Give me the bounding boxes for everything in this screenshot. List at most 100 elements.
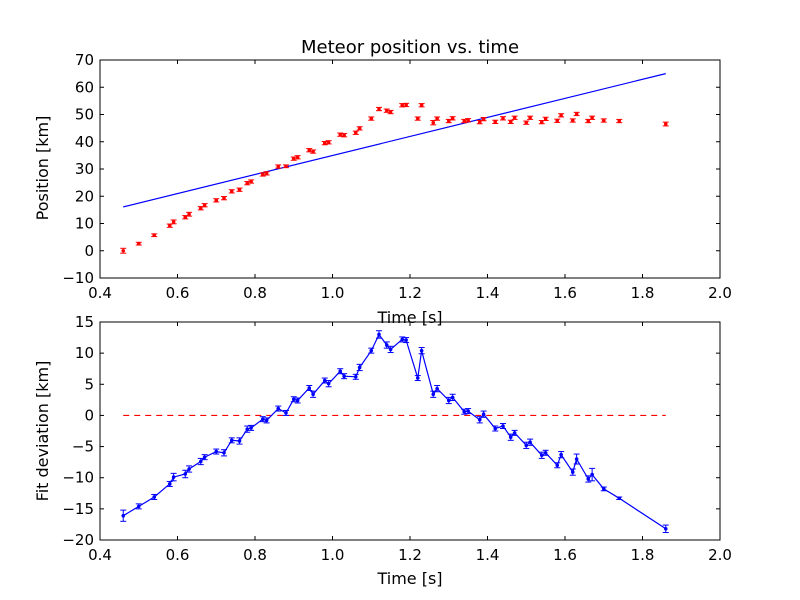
data-point <box>508 120 513 124</box>
data-point <box>326 381 331 386</box>
y-tick-label: 40 <box>75 133 94 151</box>
x-tick-label: 2.0 <box>708 546 732 564</box>
data-point <box>419 348 424 353</box>
data-point <box>543 117 548 121</box>
data-point <box>377 332 381 337</box>
data-point <box>276 164 281 169</box>
data-point <box>121 513 126 518</box>
deviation-series-line <box>122 333 667 530</box>
data-point <box>388 110 393 114</box>
x-tick-label: 0.4 <box>88 546 112 564</box>
data-point <box>222 196 226 200</box>
data-point <box>477 417 482 422</box>
data-point <box>663 526 668 531</box>
y-tick-label: −10 <box>62 269 94 287</box>
x-tick-label: 0.4 <box>88 284 112 302</box>
y-tick-label: −20 <box>62 531 94 549</box>
data-point <box>559 452 563 457</box>
data-point <box>136 504 141 509</box>
x-tick-label: 1.6 <box>553 284 577 302</box>
y-tick-label: −10 <box>62 469 94 487</box>
x-tick-label: 1.4 <box>476 284 500 302</box>
data-point <box>617 119 622 123</box>
data-point <box>384 108 389 113</box>
y-axis-label: Position [km] <box>33 116 52 221</box>
data-point <box>559 113 563 118</box>
data-point <box>311 149 315 154</box>
data-point <box>493 120 498 124</box>
data-point <box>555 463 560 468</box>
x-tick-label: 0.6 <box>166 546 190 564</box>
data-point <box>415 116 420 121</box>
data-point <box>570 118 575 123</box>
data-point <box>512 431 517 435</box>
data-point <box>353 375 358 379</box>
data-point <box>284 411 288 415</box>
data-point <box>245 181 250 185</box>
data-point <box>512 115 517 120</box>
data-point <box>284 164 288 169</box>
data-point <box>167 482 172 486</box>
data-point <box>601 118 606 123</box>
y-tick-label: 0 <box>84 406 94 424</box>
data-point <box>369 116 374 121</box>
data-point <box>295 155 300 160</box>
deviation-plot: Time [s] Fit deviation [km] 0.4 0.6 0.8 1.0… <box>33 313 732 588</box>
data-point <box>198 459 203 464</box>
data-point <box>342 374 346 378</box>
data-point <box>229 189 234 194</box>
x-tick-label: 1.8 <box>631 284 655 302</box>
data-point <box>446 398 451 403</box>
data-point <box>377 107 381 111</box>
data-point <box>590 115 594 120</box>
data-point <box>338 369 343 374</box>
data-point <box>307 148 312 152</box>
x-tick-label: 2.0 <box>708 284 732 302</box>
data-point <box>450 395 455 400</box>
data-point <box>601 487 606 491</box>
x-tick-label: 1.2 <box>398 546 422 564</box>
data-point <box>311 392 315 397</box>
x-tick-label: 1.2 <box>398 284 422 302</box>
data-point <box>260 172 265 177</box>
data-point <box>357 365 362 370</box>
data-point <box>404 338 408 342</box>
data-point <box>481 117 486 121</box>
data-point <box>202 203 207 208</box>
data-point <box>586 119 591 123</box>
data-point <box>322 378 327 383</box>
data-point <box>450 116 455 121</box>
data-point <box>524 443 529 448</box>
data-point <box>342 133 346 138</box>
y-tick-label: 10 <box>75 344 94 362</box>
data-point <box>187 467 191 471</box>
y-tick-label: 5 <box>84 375 94 393</box>
y-tick-label: 50 <box>75 106 94 124</box>
data-point <box>171 475 176 479</box>
data-point <box>539 120 544 124</box>
data-point <box>466 409 470 413</box>
data-point <box>415 376 420 380</box>
data-point <box>431 392 436 397</box>
y-tick-label: 15 <box>75 313 94 331</box>
data-point <box>528 440 532 445</box>
data-point <box>307 386 312 390</box>
data-point <box>249 426 253 430</box>
x-tick-label: 0.8 <box>243 284 267 302</box>
x-tick-label: 1.4 <box>476 546 500 564</box>
data-point <box>276 406 281 411</box>
data-point <box>481 412 486 416</box>
data-point <box>435 116 439 121</box>
data-point <box>222 451 226 455</box>
data-point <box>617 496 622 501</box>
position-plot: Meteor position vs. time Time [s] Positi… <box>33 37 732 327</box>
x-tick-label: 1.6 <box>553 546 577 564</box>
data-point <box>574 457 579 461</box>
data-point <box>237 187 242 192</box>
data-point <box>501 116 505 121</box>
data-point <box>264 171 269 176</box>
data-point <box>357 126 362 131</box>
data-point <box>508 435 513 440</box>
y-tick-label: −5 <box>72 438 94 456</box>
